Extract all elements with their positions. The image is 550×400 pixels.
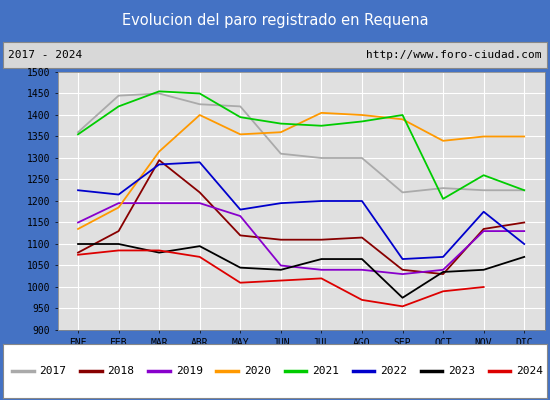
Text: Evolucion del paro registrado en Requena: Evolucion del paro registrado en Requena: [122, 14, 428, 28]
Text: 2017: 2017: [40, 366, 67, 376]
Text: 2017 - 2024: 2017 - 2024: [8, 50, 82, 60]
Text: 2021: 2021: [312, 366, 339, 376]
Text: 2020: 2020: [244, 366, 271, 376]
Text: 2018: 2018: [108, 366, 135, 376]
Text: 2024: 2024: [516, 366, 543, 376]
Text: 2019: 2019: [175, 366, 202, 376]
Text: http://www.foro-ciudad.com: http://www.foro-ciudad.com: [366, 50, 542, 60]
Text: 2023: 2023: [448, 366, 475, 376]
Text: 2022: 2022: [380, 366, 407, 376]
